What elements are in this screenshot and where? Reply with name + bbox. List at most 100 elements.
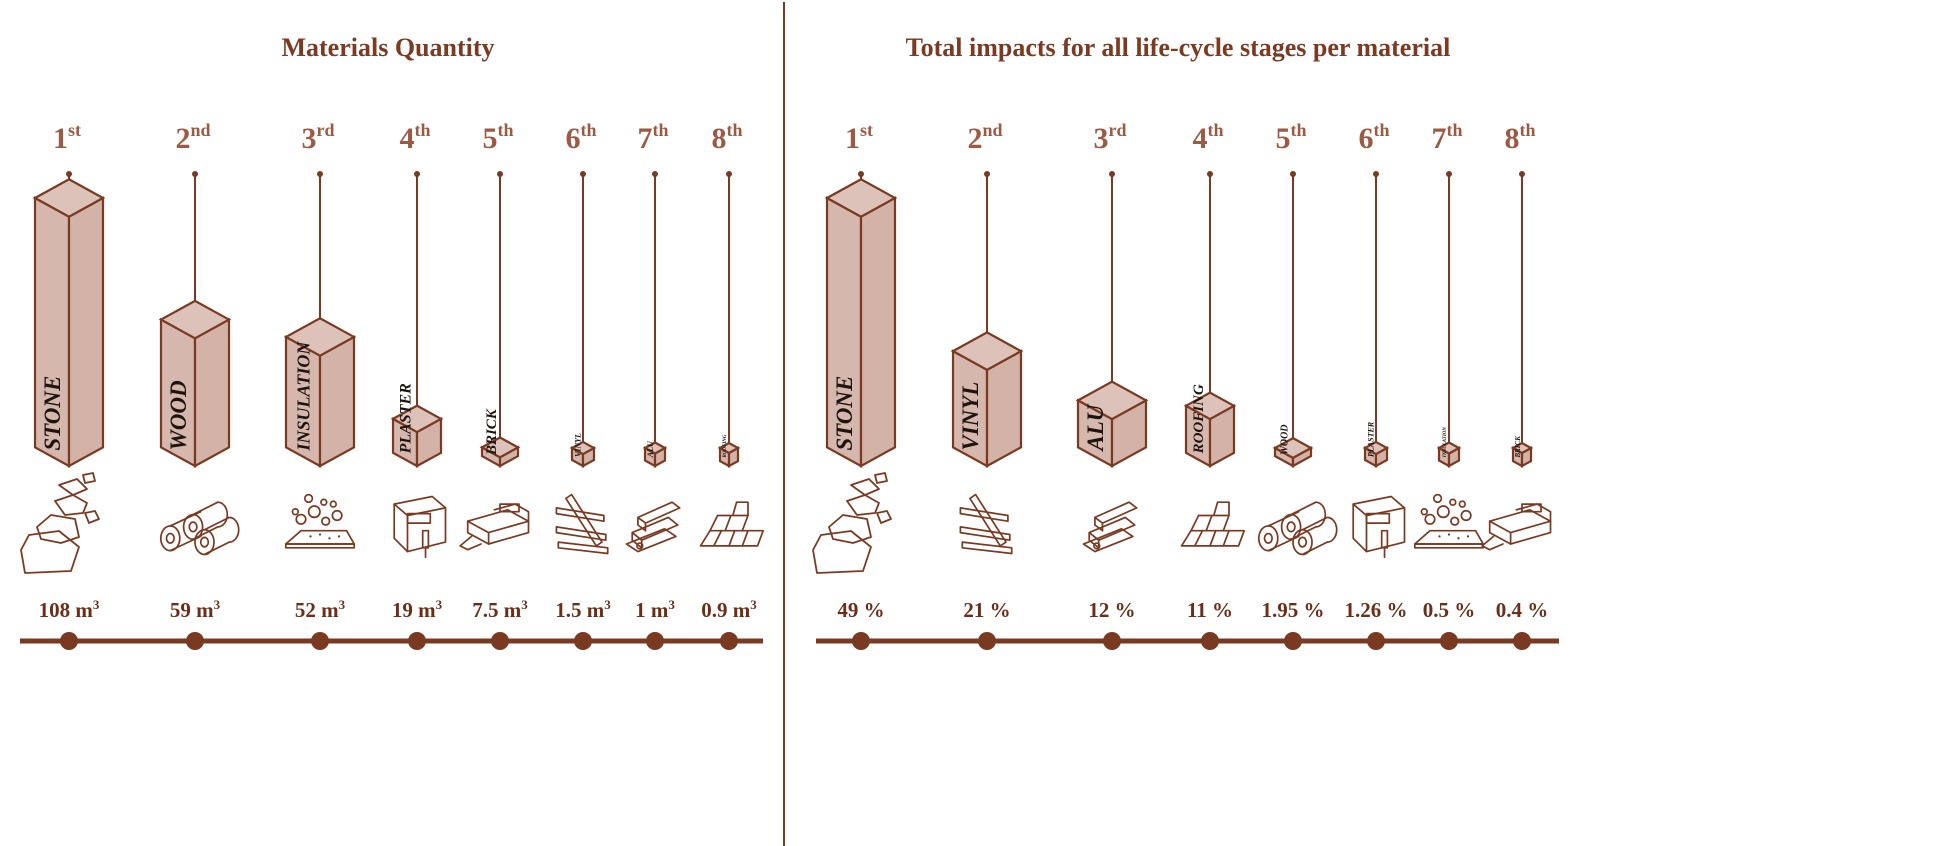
- bar-top-face: [1183, 391, 1237, 421]
- value-label: 0.5 %: [1423, 598, 1476, 622]
- value-label: 59 m3: [170, 597, 221, 622]
- material-label: ROOFING: [1191, 384, 1207, 454]
- bar-side-face: [67, 196, 105, 468]
- value-label: 1.95 %: [1262, 598, 1325, 622]
- bar-top-face: [824, 178, 898, 218]
- leader-dot: [317, 171, 323, 177]
- timeline-dot: [1440, 632, 1458, 650]
- rank-label: 8th: [711, 120, 742, 155]
- roofing-icon: [699, 501, 765, 547]
- material-label: WOOD: [1280, 424, 1291, 455]
- timeline-dot: [978, 632, 996, 650]
- bar-side-face: [859, 196, 897, 468]
- timeline-dot: [491, 632, 509, 650]
- leader-dot: [984, 171, 990, 177]
- material-label: BRICK: [484, 408, 500, 456]
- value-label: 49 %: [837, 598, 884, 622]
- bar-top-face: [479, 436, 521, 459]
- value-label: 11 %: [1187, 598, 1233, 622]
- material-label: PLASTER: [398, 383, 415, 455]
- leader-dot: [1109, 171, 1115, 177]
- chart-panel-1: Materials Quantity STONE 1st 108 m3 WOOD 2nd 5…: [20, 33, 765, 650]
- bar-vinyl: VINYL: [569, 171, 597, 468]
- timeline-dot: [60, 632, 78, 650]
- value-label: 0.9 m3: [701, 597, 757, 622]
- leader-dot: [1207, 171, 1213, 177]
- material-label: ALU: [646, 440, 655, 458]
- bar-top-face: [158, 299, 232, 340]
- insulation-icon: [284, 493, 356, 549]
- bar-insulation: INSULATION: [283, 171, 357, 468]
- insulation-icon: [1413, 493, 1485, 549]
- bar-top-face: [390, 404, 444, 434]
- value-label: 1.26 %: [1345, 598, 1408, 622]
- bar-top-face: [717, 441, 741, 455]
- rank-label: 3rd: [302, 120, 335, 155]
- bar-insulation: INSULATION: [1436, 171, 1462, 468]
- bar-side-face: [985, 349, 1023, 468]
- leader-dot: [1290, 171, 1296, 177]
- stone-icon: [812, 472, 892, 574]
- leader-dot: [858, 171, 864, 177]
- material-label: ROOFING: [723, 434, 728, 457]
- chart-title: Total impacts for all life-cycle stages …: [906, 33, 1451, 62]
- bar-plaster: PLASTER: [390, 171, 444, 468]
- bar-top-face: [642, 441, 668, 455]
- bar-top-face: [1362, 440, 1390, 456]
- leader-dot: [1446, 171, 1452, 177]
- rank-label: 4th: [1192, 120, 1223, 155]
- rank-label: 2nd: [967, 120, 1002, 155]
- leader-dot: [497, 171, 503, 177]
- roofing-icon: [1180, 501, 1246, 547]
- leader-dot: [66, 171, 72, 177]
- bar-top-face: [1075, 380, 1149, 421]
- material-label: VINYL: [573, 433, 582, 457]
- alu-profile-icon: [625, 501, 681, 553]
- timeline-dot: [1513, 632, 1531, 650]
- brick-icon: [459, 503, 530, 551]
- chart-panel-2: Total impacts for all life-cycle stages …: [812, 33, 1559, 650]
- rank-label: 6th: [565, 120, 596, 155]
- timeline-dot: [1201, 632, 1219, 650]
- rank-label: 6th: [1358, 120, 1389, 155]
- bar-alu: ALU: [642, 171, 668, 468]
- bar-top-face: [1510, 441, 1534, 455]
- value-label: 19 m3: [392, 597, 443, 622]
- bar-roofing: ROOFING: [1183, 171, 1237, 468]
- timeline-dot: [186, 632, 204, 650]
- bar-stone: STONE: [32, 171, 106, 468]
- timeline-dot: [1367, 632, 1385, 650]
- rank-label: 7th: [1431, 120, 1462, 155]
- material-label: VINYL: [958, 382, 983, 451]
- value-label: 52 m3: [295, 597, 346, 622]
- value-label: 1.5 m3: [555, 597, 611, 622]
- alu-profile-icon: [1082, 501, 1138, 553]
- material-label: STONE: [40, 376, 65, 451]
- bar-side-face: [318, 335, 356, 468]
- timeline-dot: [852, 632, 870, 650]
- material-label: PLASTER: [1366, 421, 1375, 457]
- bar-wood: WOOD: [158, 171, 232, 468]
- material-label: ALU: [1083, 403, 1108, 452]
- rank-label: 1st: [53, 120, 81, 155]
- rank-label: 8th: [1504, 120, 1535, 155]
- brick-icon: [1481, 503, 1552, 551]
- timeline-dot: [1103, 632, 1121, 650]
- value-label: 21 %: [963, 598, 1010, 622]
- value-label: 108 m3: [39, 597, 100, 622]
- timeline-dot: [408, 632, 426, 650]
- rank-label: 3rd: [1094, 120, 1127, 155]
- bar-top-face: [32, 178, 106, 218]
- value-label: 1 m3: [635, 597, 675, 622]
- leader-dot: [1519, 171, 1525, 177]
- plaster-icon: [393, 495, 447, 559]
- bar-brick: BRICK: [479, 171, 521, 468]
- value-label: 12 %: [1088, 598, 1135, 622]
- timeline-dot: [646, 632, 664, 650]
- leader-dot: [414, 171, 420, 177]
- bar-wood: WOOD: [1272, 171, 1314, 468]
- material-label: STONE: [832, 376, 857, 451]
- rank-label: 2nd: [175, 120, 210, 155]
- bar-top-face: [950, 331, 1024, 372]
